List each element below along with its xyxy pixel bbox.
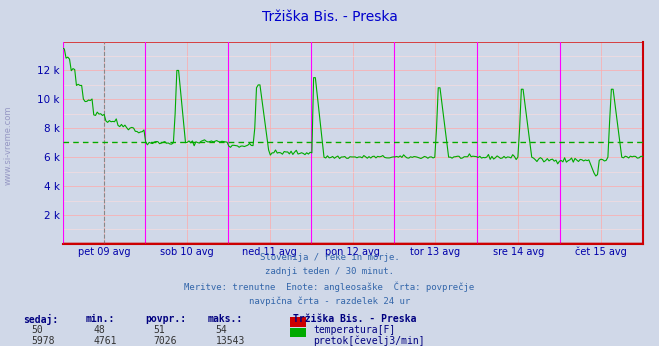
Text: Tržiška Bis. - Preska: Tržiška Bis. - Preska — [293, 314, 416, 324]
Text: 51: 51 — [153, 325, 165, 335]
Text: Meritve: trenutne  Enote: angleosaške  Črta: povprečje: Meritve: trenutne Enote: angleosaške Črt… — [185, 282, 474, 292]
Text: 54: 54 — [215, 325, 227, 335]
Text: navpična črta - razdelek 24 ur: navpična črta - razdelek 24 ur — [249, 296, 410, 306]
Text: www.si-vreme.com: www.si-vreme.com — [4, 106, 13, 185]
Text: 48: 48 — [94, 325, 105, 335]
Text: 4761: 4761 — [94, 336, 117, 346]
Text: min.:: min.: — [86, 314, 115, 324]
Text: Tržiška Bis. - Preska: Tržiška Bis. - Preska — [262, 10, 397, 24]
Text: 50: 50 — [31, 325, 43, 335]
Text: zadnji teden / 30 minut.: zadnji teden / 30 minut. — [265, 267, 394, 276]
Text: pretok[čevelj3/min]: pretok[čevelj3/min] — [313, 336, 424, 346]
Text: temperatura[F]: temperatura[F] — [313, 325, 395, 335]
Text: 13543: 13543 — [215, 336, 245, 346]
Text: 7026: 7026 — [153, 336, 177, 346]
Text: maks.:: maks.: — [208, 314, 243, 324]
Text: 5978: 5978 — [31, 336, 55, 346]
Text: povpr.:: povpr.: — [145, 314, 186, 324]
Text: sedaj:: sedaj: — [23, 314, 58, 325]
Text: Slovenija / reke in morje.: Slovenija / reke in morje. — [260, 253, 399, 262]
